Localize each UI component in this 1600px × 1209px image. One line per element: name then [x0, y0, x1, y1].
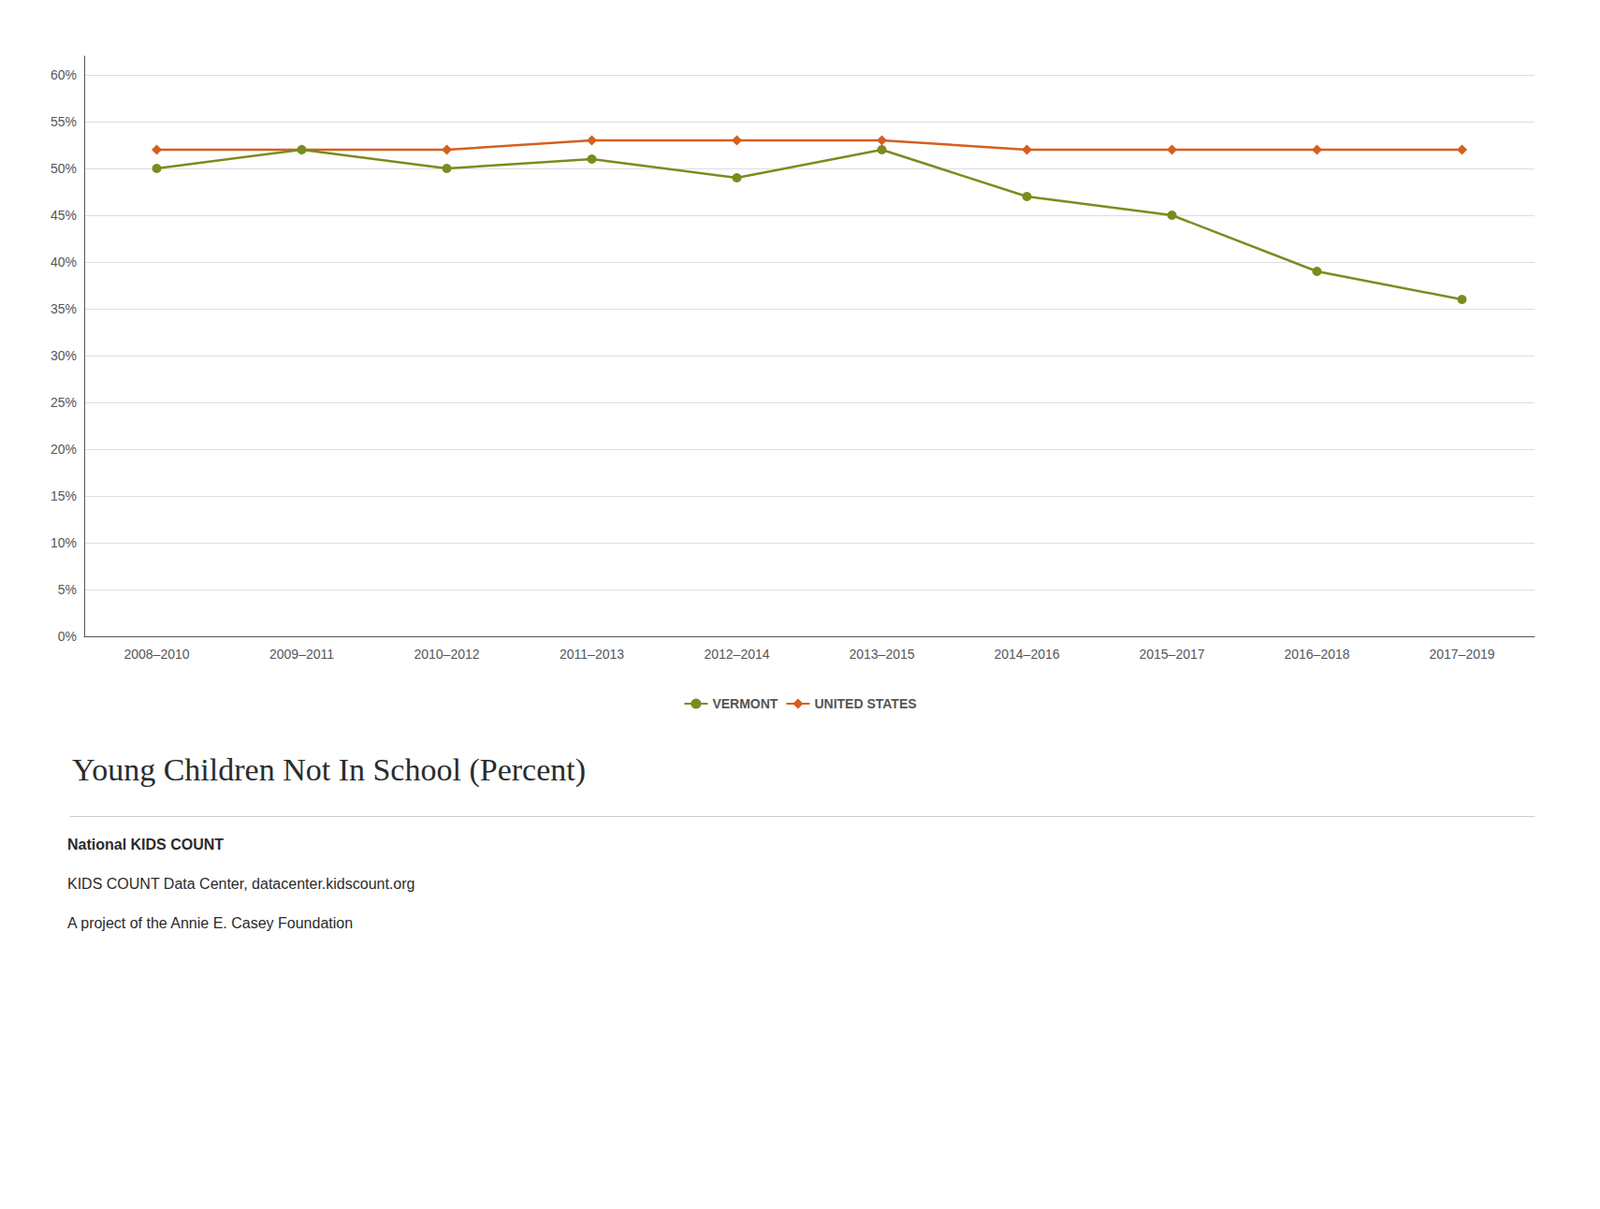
- svg-text:National KIDS COUNT: National KIDS COUNT: [67, 836, 224, 853]
- svg-text:15%: 15%: [50, 488, 77, 504]
- svg-text:VERMONT: VERMONT: [712, 696, 778, 712]
- svg-text:Young Children Not In School (: Young Children Not In School (Percent): [72, 752, 586, 788]
- svg-text:KIDS COUNT Data Center, datace: KIDS COUNT Data Center, datacenter.kidsc…: [67, 875, 415, 892]
- svg-text:2017–2019: 2017–2019: [1428, 646, 1495, 662]
- svg-text:2010–2012: 2010–2012: [413, 646, 480, 662]
- svg-text:40%: 40%: [50, 254, 77, 270]
- svg-text:5%: 5%: [58, 581, 77, 597]
- svg-text:2009–2011: 2009–2011: [269, 646, 335, 662]
- svg-text:55%: 55%: [50, 114, 77, 130]
- svg-text:0%: 0%: [58, 628, 77, 644]
- svg-text:A project of the Annie E. Case: A project of the Annie E. Casey Foundati…: [67, 915, 353, 931]
- svg-text:UNITED STATES: UNITED STATES: [814, 696, 917, 712]
- svg-text:45%: 45%: [50, 207, 77, 223]
- svg-text:2013–2015: 2013–2015: [848, 646, 915, 662]
- svg-text:2011–2013: 2011–2013: [559, 646, 625, 662]
- svg-text:2008–2010: 2008–2010: [123, 646, 190, 662]
- svg-text:25%: 25%: [50, 394, 77, 410]
- svg-text:10%: 10%: [50, 535, 77, 551]
- svg-text:2012–2014: 2012–2014: [703, 646, 770, 662]
- svg-text:2014–2016: 2014–2016: [993, 646, 1060, 662]
- svg-text:30%: 30%: [50, 348, 77, 364]
- svg-text:60%: 60%: [50, 67, 77, 83]
- svg-text:35%: 35%: [50, 301, 77, 317]
- svg-text:2016–2018: 2016–2018: [1283, 646, 1350, 662]
- svg-text:20%: 20%: [50, 441, 77, 457]
- svg-text:50%: 50%: [50, 160, 77, 176]
- svg-text:2015–2017: 2015–2017: [1138, 646, 1205, 662]
